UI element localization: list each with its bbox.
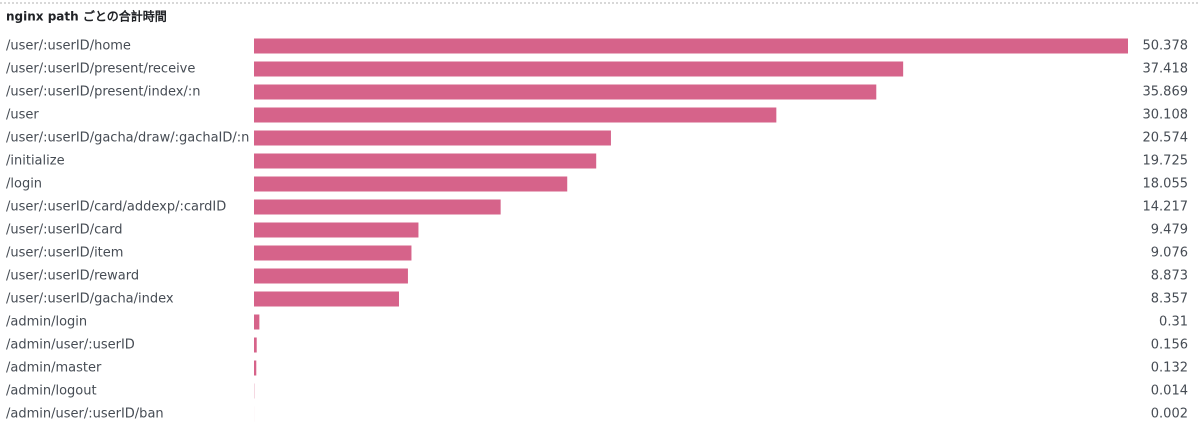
category-label: /user/:userID/reward (6, 269, 139, 284)
category-label: /user/:userID/gacha/index (6, 292, 174, 307)
category-label: /admin/master (6, 361, 102, 376)
category-label: /user/:userID/gacha/draw/:gachaID/:n (6, 131, 249, 146)
bar (254, 153, 597, 169)
bar (254, 107, 777, 123)
category-label: /user/:userID/item (6, 246, 123, 261)
value-label: 8.357 (1151, 292, 1188, 307)
category-label: /admin/login (6, 315, 87, 330)
value-label: 20.574 (1143, 131, 1189, 146)
bar (254, 268, 408, 284)
value-label: 37.418 (1143, 62, 1189, 77)
category-label: /user/:userID/present/receive (6, 62, 195, 77)
category-label: /user/:userID/present/index/:n (6, 85, 200, 100)
bar (254, 291, 399, 307)
category-label: /user/:userID/home (6, 39, 131, 54)
value-label: 19.725 (1143, 154, 1189, 169)
value-label: 18.055 (1143, 177, 1189, 192)
category-label: /admin/user/:userID (6, 338, 135, 353)
value-label: 30.108 (1143, 108, 1189, 123)
value-label: 0.002 (1151, 407, 1188, 422)
bar (254, 176, 568, 192)
value-label: 14.217 (1143, 200, 1189, 215)
category-label: /login (6, 177, 42, 192)
bar (254, 360, 257, 376)
bar (254, 245, 412, 261)
category-label: /user/:userID/card/addexp/:cardID (6, 200, 226, 215)
value-label: 9.076 (1151, 246, 1188, 261)
value-label: 0.156 (1151, 338, 1188, 353)
category-label: /user/:userID/card (6, 223, 123, 238)
bar (254, 38, 1128, 54)
category-label: /user (6, 108, 39, 123)
category-label: /admin/logout (6, 384, 97, 399)
panel-title: nginx path ごとの合計時間 (6, 9, 167, 24)
value-label: 35.869 (1143, 85, 1189, 100)
bar (254, 130, 611, 146)
bar (254, 337, 257, 353)
value-label: 0.132 (1151, 361, 1188, 376)
category-label: /admin/user/:userID/ban (6, 407, 164, 422)
value-label: 9.479 (1151, 223, 1188, 238)
bar (254, 314, 260, 330)
bar (254, 222, 419, 238)
category-label: /initialize (6, 154, 65, 169)
value-label: 0.31 (1159, 315, 1188, 330)
bar (254, 61, 904, 77)
bar (254, 84, 877, 100)
value-label: 8.873 (1151, 269, 1188, 284)
value-label: 50.378 (1143, 39, 1189, 54)
value-label: 0.014 (1151, 384, 1188, 399)
bar (254, 199, 501, 215)
